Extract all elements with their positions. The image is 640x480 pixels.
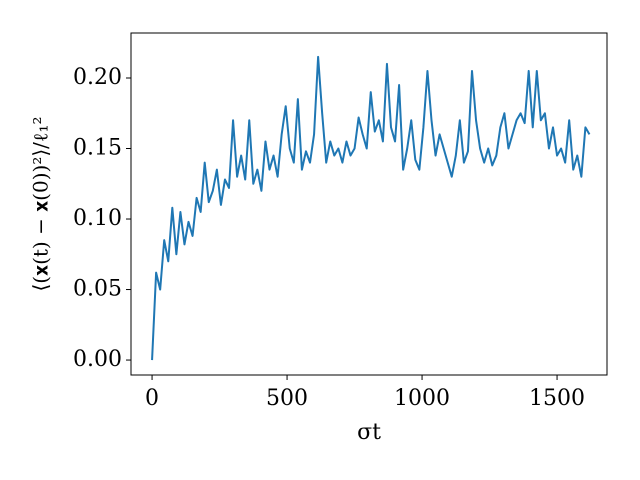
y-tick-label: 0.05 bbox=[73, 277, 122, 302]
y-tick-label: 0.20 bbox=[73, 65, 122, 90]
plot-frame bbox=[130, 32, 608, 376]
data-line bbox=[151, 55, 591, 361]
x-axis-label: σt bbox=[357, 420, 381, 445]
y-axis-label: ⟨(𝐱(t) − 𝐱(0))²⟩/ℓ₁² bbox=[29, 117, 53, 292]
y-tick-label: 0.15 bbox=[73, 136, 122, 161]
x-tick-label: 1000 bbox=[394, 386, 450, 411]
y-tick-label: 0.00 bbox=[73, 347, 122, 372]
x-tick-label: 0 bbox=[145, 386, 159, 411]
x-tick-label: 1500 bbox=[529, 386, 585, 411]
y-tick-label: 0.10 bbox=[73, 206, 122, 231]
x-tick-label: 500 bbox=[266, 386, 308, 411]
